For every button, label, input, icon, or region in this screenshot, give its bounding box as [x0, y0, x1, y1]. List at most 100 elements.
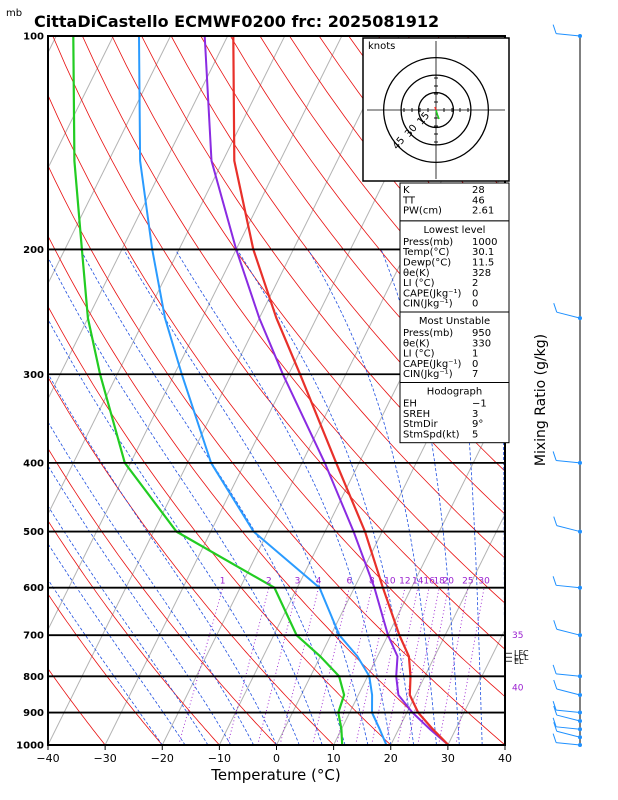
- moist-adiabat: [48, 505, 209, 745]
- index-label: θe(K): [403, 338, 430, 349]
- wind-barb-shaft: [556, 584, 581, 589]
- index-value: 328: [472, 268, 491, 279]
- index-value: 9°: [472, 419, 483, 430]
- panel-title: Most Unstable: [419, 316, 490, 327]
- wind-barb-flag: [552, 451, 557, 461]
- x-tick-label: 30: [441, 752, 455, 765]
- wind-barb-flag: [552, 701, 557, 711]
- index-label: Dewp(°C): [403, 258, 451, 269]
- pressure-tick-label: 500: [23, 527, 44, 538]
- pressure-tick-label: 600: [23, 583, 44, 594]
- index-value: 5: [472, 429, 478, 440]
- mixing-ratio-line: [336, 587, 373, 745]
- x-tick-label: 10: [327, 752, 341, 765]
- panel-title: Hodograph: [427, 387, 482, 398]
- wet-bulb-profile: [138, 36, 388, 745]
- mixing-ratio-line: [257, 587, 298, 745]
- dry-adiabat: [48, 235, 449, 745]
- theta-e-label: 35: [512, 631, 523, 641]
- moist-adiabat: [48, 464, 232, 745]
- index-value: 0: [472, 288, 478, 299]
- pressure-tick-label: 1000: [16, 741, 44, 752]
- index-label: LI (°C): [403, 278, 435, 289]
- index-value: 1: [472, 349, 478, 360]
- index-value: 2: [472, 278, 478, 289]
- mixing-ratio-label: 14: [412, 577, 424, 587]
- level-label: LFC: [514, 649, 529, 658]
- index-label: Temp(°C): [402, 247, 450, 258]
- dry-adiabat: [48, 164, 505, 745]
- pressure-axis: 100 200 300 400 500 600 700 800 900 1000: [16, 32, 44, 752]
- lowest-level-box: [399, 220, 510, 313]
- pressure-tick-label: 300: [23, 370, 44, 381]
- level-label: LCL: [514, 653, 529, 662]
- basic-indices-box: [399, 182, 510, 222]
- dry-adiabat: [52, 36, 505, 650]
- index-label: Press(mb): [403, 328, 453, 339]
- index-value: 46: [472, 195, 485, 206]
- index-label: CIN(Jkg⁻¹): [403, 369, 453, 380]
- theta-e-label: 40: [512, 684, 524, 694]
- wind-barb-flag: [552, 664, 557, 675]
- moist-adiabat: [123, 249, 369, 745]
- wind-barb-shaft: [556, 673, 581, 677]
- isotherm: [218, 166, 505, 745]
- x-axis-label: Temperature (°C): [210, 766, 340, 784]
- moist-adiabat: [174, 249, 392, 745]
- dry-adiabat: [48, 447, 277, 745]
- wind-barb-shaft: [556, 459, 581, 464]
- wind-barb-flag: [553, 679, 558, 690]
- mixing-ratio-line: [438, 587, 469, 745]
- mixing-ratio-label: 30: [478, 577, 490, 587]
- mixing-ratio-line: [455, 587, 485, 745]
- wind-barb-flag: [553, 516, 558, 526]
- mixing-ratio-label: 10: [384, 577, 396, 587]
- index-value: 7: [472, 369, 478, 380]
- index-value: 0: [472, 359, 478, 370]
- wind-barb-flag: [552, 24, 557, 34]
- index-value: 28: [472, 185, 485, 196]
- hodograph-ring: [382, 56, 490, 164]
- wind-barb-shaft: [556, 742, 581, 746]
- mixing-ratio-line: [227, 587, 270, 745]
- index-label: Press(mb): [403, 237, 453, 248]
- chart-title: CittaDiCastello ECMWF0200 frc: 202508191…: [34, 12, 439, 31]
- index-label: CAPE(Jkg⁻¹): [403, 359, 461, 370]
- dry-adiabat: [48, 668, 106, 745]
- index-label: θe(K): [403, 268, 430, 279]
- mixing-ratio-line: [371, 587, 406, 745]
- x-tick-label: −20: [151, 752, 174, 765]
- wind-barbs: [552, 24, 582, 747]
- wind-barb-shaft: [556, 714, 581, 722]
- mixing-ratio-line: [279, 587, 320, 745]
- hodograph-ring: [400, 74, 472, 146]
- mixing-ratio-line: [407, 587, 440, 745]
- mixing-ratio-label: 1: [220, 577, 226, 587]
- background-lines: [48, 36, 505, 745]
- mixing-ratio-label: 18: [433, 577, 445, 587]
- moist-adiabat: [48, 372, 277, 745]
- x-tick-label: 0: [273, 752, 280, 765]
- dry-adiabat: [82, 36, 505, 604]
- dewpoint-profile: [72, 36, 346, 745]
- moist-adiabat: [48, 421, 255, 745]
- wind-barb-shaft: [556, 33, 581, 37]
- wind-barb-flag: [552, 733, 557, 743]
- wind-barb-shaft: [556, 726, 581, 730]
- hodograph-trace: [434, 106, 437, 111]
- panel-title: Lowest level: [424, 225, 486, 236]
- wind-barb-shaft: [556, 525, 581, 533]
- pressure-tick-label: 800: [23, 672, 44, 683]
- dry-adiabat: [111, 36, 505, 559]
- isotherm: [48, 36, 400, 745]
- index-value: 2.61: [472, 206, 494, 217]
- pressure-tick-label: 200: [23, 245, 44, 256]
- mixing-ratio-label: 12: [399, 577, 410, 587]
- index-value: 11.5: [472, 258, 494, 269]
- pressure-tick-label: 900: [23, 708, 44, 719]
- mixing-ratio-label: 20: [443, 577, 455, 587]
- index-label: CAPE(Jkg⁻¹): [403, 288, 461, 299]
- hodograph-ring: [417, 91, 455, 129]
